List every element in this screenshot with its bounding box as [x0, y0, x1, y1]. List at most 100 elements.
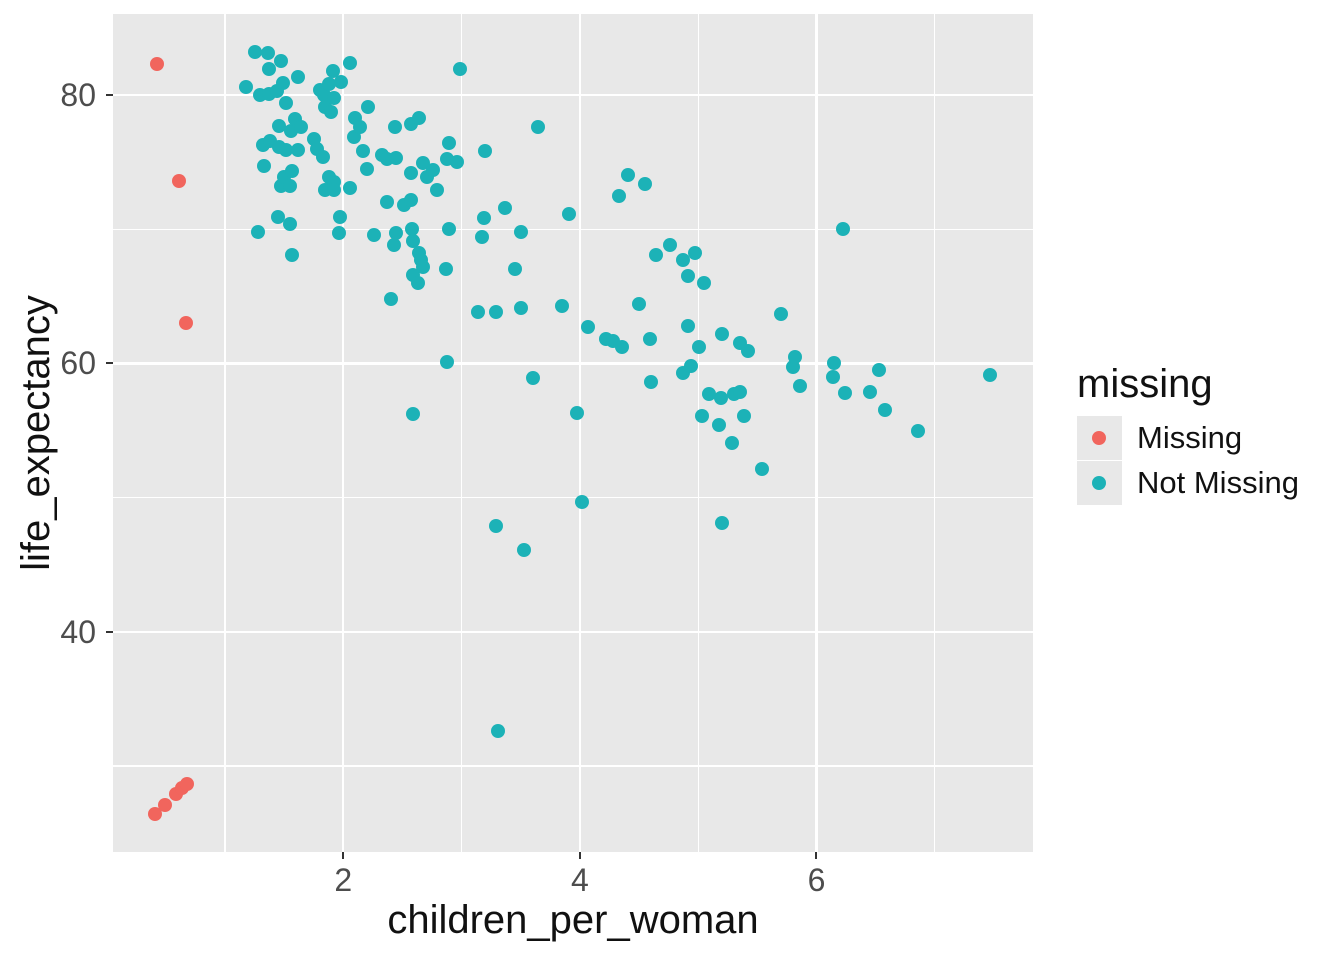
x-tick-label: 6 — [807, 862, 826, 898]
data-point-not-missing — [498, 200, 513, 215]
data-point-not-missing — [291, 142, 306, 157]
data-point-not-missing — [513, 224, 528, 239]
data-point-not-missing — [488, 518, 503, 533]
x-minor-gridline — [460, 14, 463, 852]
data-point-not-missing — [251, 224, 266, 239]
data-point-not-missing — [637, 176, 652, 191]
data-point-not-missing — [366, 227, 381, 242]
data-point-not-missing — [575, 494, 590, 509]
data-point-not-missing — [773, 306, 788, 321]
data-point-not-missing — [713, 391, 728, 406]
data-point-not-missing — [403, 165, 418, 180]
data-point-not-missing — [491, 724, 506, 739]
data-point-not-missing — [737, 408, 752, 423]
data-point-not-missing — [788, 349, 803, 364]
legend-label-missing: Missing — [1137, 420, 1243, 455]
y-axis-title: life_expectancy — [14, 295, 58, 571]
data-point-not-missing — [439, 262, 454, 277]
x-major-gridline — [342, 14, 345, 852]
data-point-not-missing — [380, 195, 394, 210]
data-point-missing — [171, 173, 186, 188]
x-major-gridline — [815, 14, 818, 852]
data-point-not-missing — [247, 44, 262, 59]
data-point-not-missing — [415, 156, 430, 171]
x-minor-gridline — [697, 14, 699, 852]
x-minor-gridline — [224, 14, 226, 852]
data-point-not-missing — [675, 253, 690, 268]
data-point-not-missing — [507, 262, 522, 277]
data-point-not-missing — [513, 301, 528, 316]
data-point-not-missing — [827, 356, 842, 371]
data-point-not-missing — [282, 216, 297, 231]
data-point-missing — [150, 57, 165, 72]
data-point-not-missing — [662, 238, 677, 253]
data-point-not-missing — [517, 542, 532, 557]
x-tick-label: 4 — [570, 862, 589, 898]
legend-dot-missing — [1092, 431, 1106, 445]
legend-title: missing — [1077, 362, 1213, 406]
data-point-not-missing — [701, 387, 716, 402]
data-point-not-missing — [740, 344, 755, 359]
y-tick-mark — [106, 362, 113, 365]
y-minor-gridline — [113, 228, 1033, 230]
data-point-not-missing — [326, 90, 341, 105]
x-minor-gridline — [934, 14, 936, 852]
data-point-not-missing — [332, 210, 347, 225]
data-point-not-missing — [755, 462, 770, 477]
data-point-not-missing — [279, 95, 294, 110]
data-point-not-missing — [694, 408, 709, 423]
data-point-not-missing — [835, 222, 850, 237]
data-point-not-missing — [477, 211, 492, 226]
data-point-not-missing — [352, 120, 367, 135]
data-point-not-missing — [325, 63, 340, 78]
data-point-not-missing — [406, 234, 421, 249]
data-point-not-missing — [714, 326, 729, 341]
legend-key-missing — [1077, 416, 1122, 460]
data-point-not-missing — [911, 423, 926, 438]
data-point-missing — [148, 807, 163, 822]
data-point-not-missing — [415, 259, 430, 274]
data-point-missing — [178, 316, 193, 331]
plot-panel — [113, 14, 1033, 852]
y-minor-gridline — [113, 496, 1033, 499]
data-point-not-missing — [383, 291, 398, 306]
data-point-not-missing — [293, 120, 308, 135]
data-point-not-missing — [260, 46, 275, 61]
y-tick-label: 60 — [60, 345, 96, 382]
data-point-not-missing — [406, 407, 421, 422]
data-point-not-missing — [555, 298, 570, 313]
data-point-not-missing — [732, 384, 747, 399]
legend-key-not-missing — [1077, 461, 1122, 505]
data-point-not-missing — [697, 275, 712, 290]
data-point-not-missing — [324, 105, 339, 120]
data-point-not-missing — [983, 368, 998, 383]
data-point-not-missing — [343, 55, 358, 70]
x-tick-mark — [342, 852, 345, 859]
data-point-not-missing — [389, 226, 404, 241]
data-point-not-missing — [449, 155, 464, 170]
data-point-not-missing — [680, 318, 695, 333]
data-point-not-missing — [273, 54, 288, 69]
data-point-not-missing — [279, 142, 294, 157]
y-tick-label: 40 — [60, 613, 96, 650]
data-point-not-missing — [488, 305, 503, 320]
data-point-not-missing — [714, 516, 729, 531]
legend-label-not-missing: Not Missing — [1137, 465, 1299, 500]
data-point-not-missing — [441, 136, 456, 151]
data-point-not-missing — [611, 188, 626, 203]
data-point-not-missing — [471, 305, 486, 320]
data-point-not-missing — [531, 120, 546, 135]
data-point-not-missing — [272, 118, 287, 133]
data-point-not-missing — [478, 144, 493, 159]
data-point-not-missing — [642, 332, 657, 347]
data-point-not-missing — [333, 74, 348, 89]
data-point-not-missing — [453, 62, 468, 77]
y-tick-mark — [106, 630, 113, 633]
data-point-not-missing — [615, 340, 630, 355]
data-point-not-missing — [687, 246, 702, 261]
data-point-not-missing — [356, 144, 371, 159]
data-point-not-missing — [285, 164, 300, 179]
x-tick-mark — [815, 852, 818, 859]
data-point-not-missing — [872, 363, 887, 378]
